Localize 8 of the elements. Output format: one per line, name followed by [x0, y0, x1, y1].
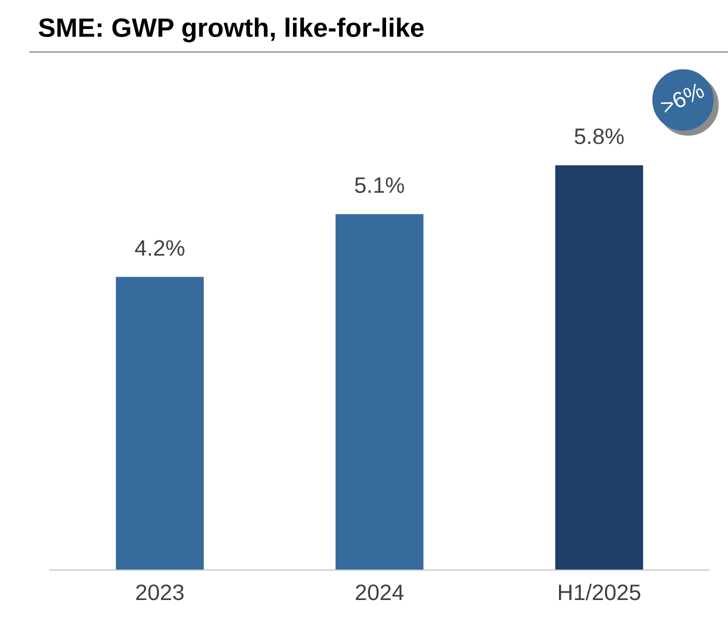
x-tick-label: H1/2025	[558, 584, 640, 600]
data-label: 4.2%	[135, 240, 184, 256]
chart-title: SME: GWP growth, like-for-like	[38, 18, 424, 42]
x-tick-label: 2024	[356, 584, 404, 600]
x-tick-label: 2023	[136, 584, 184, 600]
data-label: 5.8%	[574, 128, 624, 144]
text: >6%	[659, 82, 706, 114]
data-label: 5.1%	[355, 177, 404, 194]
